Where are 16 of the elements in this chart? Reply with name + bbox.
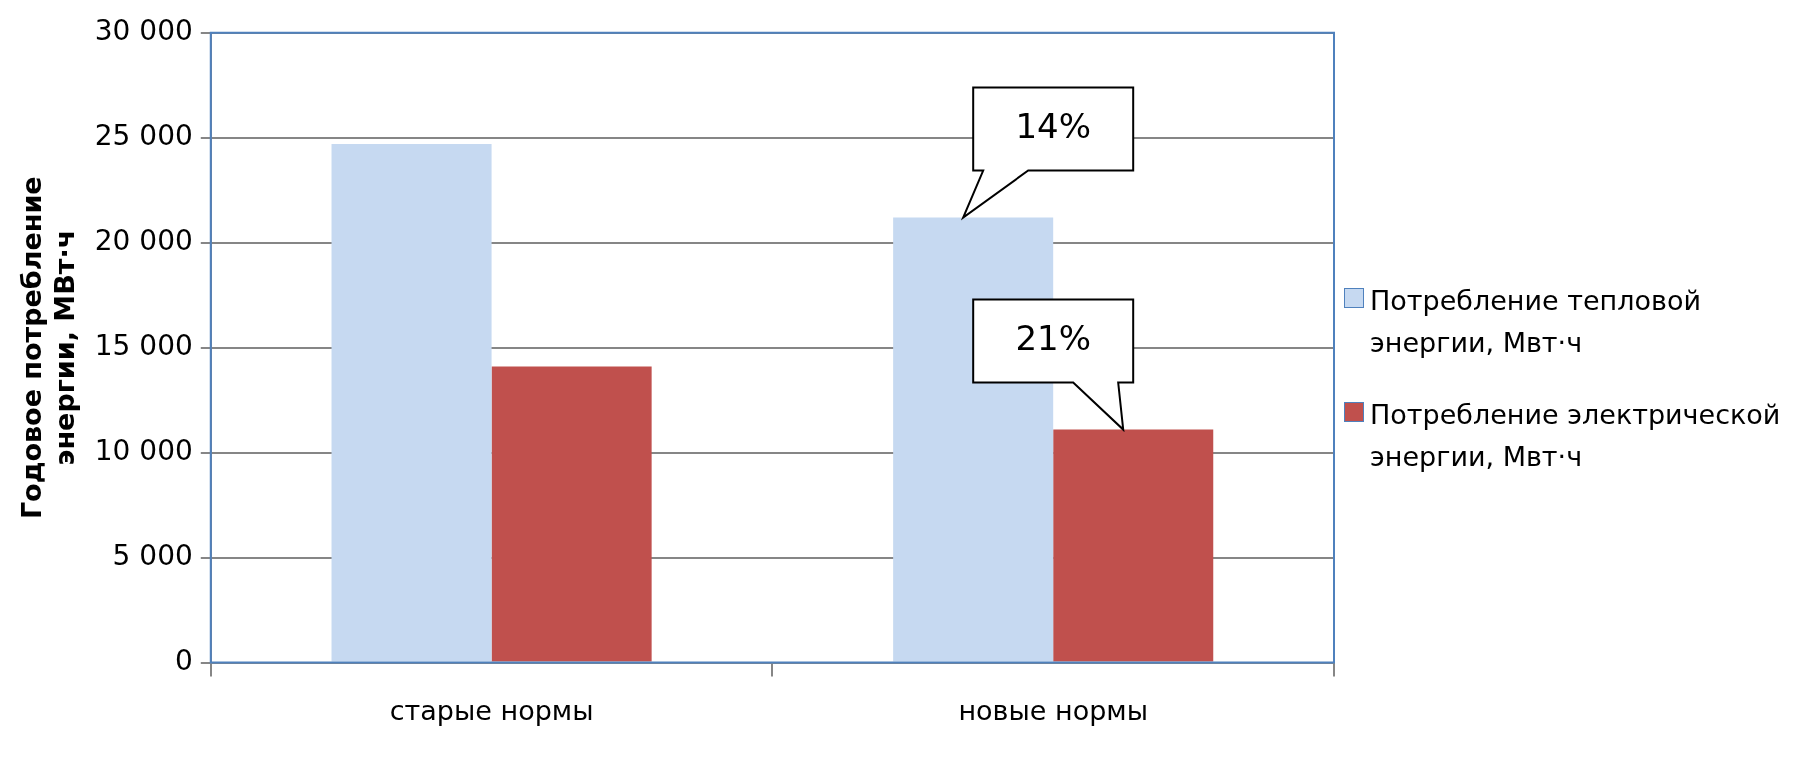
y-tick-label: 15 000: [94, 328, 193, 362]
y-tick-label: 20 000: [94, 224, 193, 258]
legend-label: Потребление тепловой энергии, Мвт·ч: [1370, 283, 1702, 360]
bar: [331, 144, 492, 662]
annotation: 21%: [1015, 317, 1091, 358]
bar: [491, 366, 652, 662]
y-tick-label: 25 000: [94, 119, 193, 153]
y-tick-label: 0: [174, 643, 193, 677]
y-tick-label: 10 000: [94, 433, 193, 467]
y-tick-label: 30 000: [94, 14, 193, 48]
annotation: 14%: [1015, 105, 1091, 146]
y-axis-title: Годовое потребление энергии, МВт·ч: [16, 176, 80, 520]
x-tick-label: новые нормы: [958, 694, 1148, 726]
legend-label: Потребление электрической энергии, Мвт·ч: [1370, 397, 1782, 474]
x-tick-label: старые нормы: [389, 694, 594, 726]
y-tick-label: 5 000: [112, 538, 193, 572]
